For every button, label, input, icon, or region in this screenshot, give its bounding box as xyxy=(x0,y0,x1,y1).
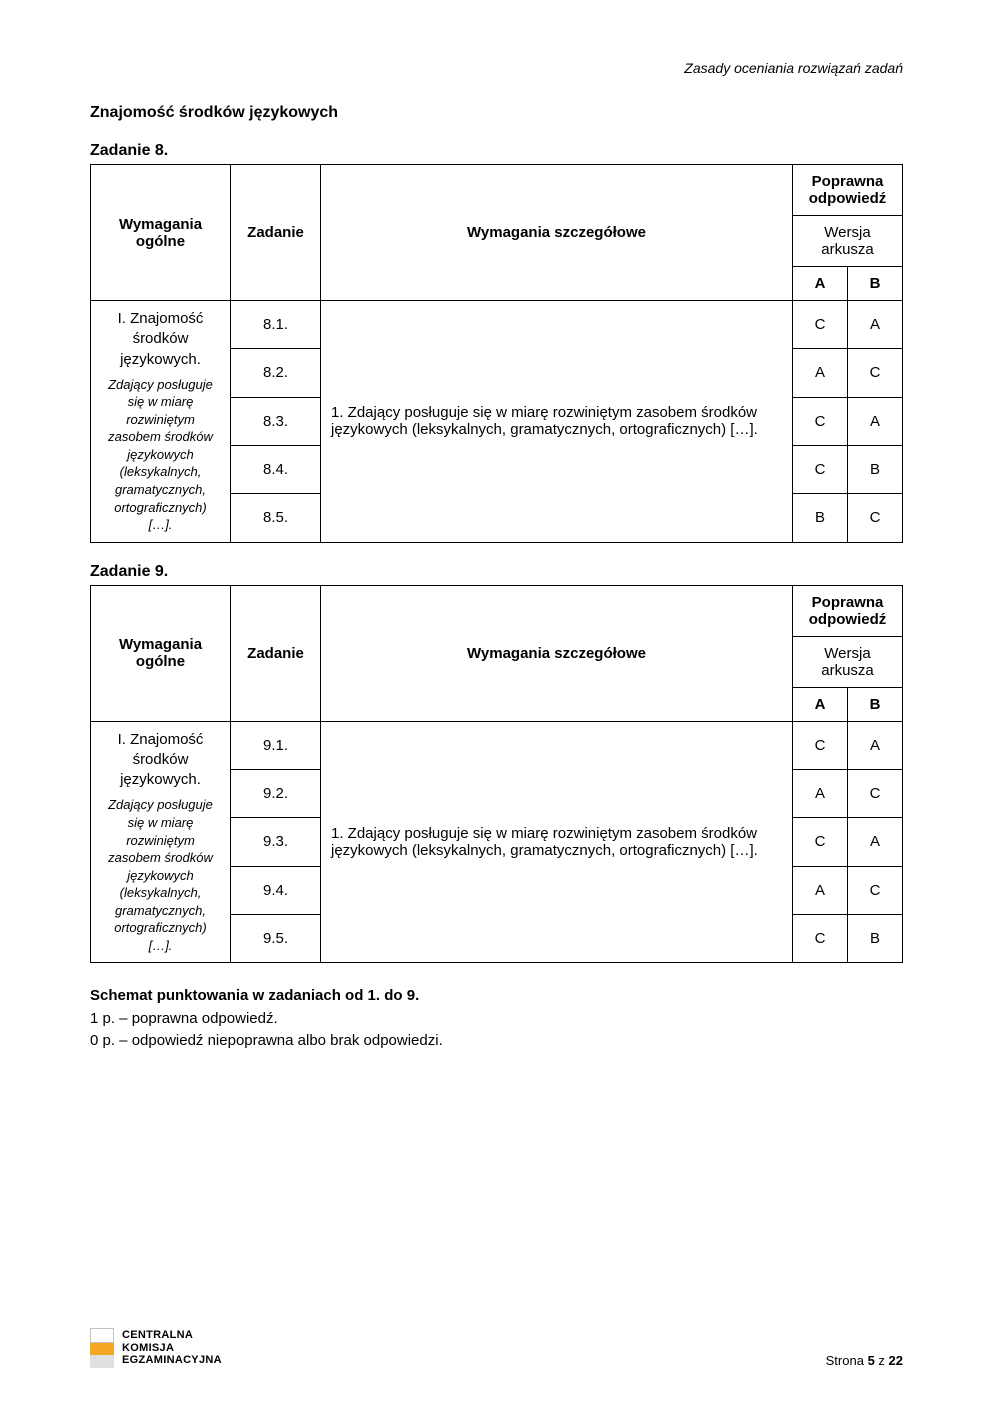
task9-szczegolowe: 1. Zdający posługuje się w miarę rozwini… xyxy=(321,721,793,963)
hdr-wymagania-szczegolowe: Wymagania szczegółowe xyxy=(321,585,793,721)
wymagania-main: I. Znajomość środków językowych. xyxy=(101,730,220,791)
hdr-zadanie: Zadanie xyxy=(231,165,321,301)
task8-ans-b: C xyxy=(848,494,903,542)
task8-szczegolowe: 1. Zdający posługuje się w miarę rozwini… xyxy=(321,301,793,543)
logo-line1: CENTRALNA xyxy=(122,1329,222,1342)
hdr-poprawna-odpowiedz: Poprawna odpowiedź xyxy=(793,165,903,216)
logo-text: CENTRALNA KOMISJA EGZAMINACYJNA xyxy=(122,1329,222,1367)
task9-row-num: 9.2. xyxy=(231,770,321,818)
page-mid: z xyxy=(875,1353,889,1368)
task9-title: Zadanie 9. xyxy=(90,563,903,581)
task9-row-num: 9.1. xyxy=(231,721,321,769)
task8-table: Wymagania ogólne Zadanie Wymagania szcze… xyxy=(90,164,903,543)
hdr-zadanie: Zadanie xyxy=(231,585,321,721)
hdr-col-a: A xyxy=(793,687,848,721)
page-total: 22 xyxy=(889,1353,903,1368)
logo-line3: EGZAMINACYJNA xyxy=(122,1354,222,1367)
task9-table: Wymagania ogólne Zadanie Wymagania szcze… xyxy=(90,585,903,964)
task8-ans-b: B xyxy=(848,445,903,493)
schema-title: Schemat punktowania w zadaniach od 1. do… xyxy=(90,985,903,1008)
logo-icon xyxy=(90,1328,114,1368)
task9-ans-a: C xyxy=(793,721,848,769)
task8-ans-a: B xyxy=(793,494,848,542)
task8-title: Zadanie 8. xyxy=(90,142,903,160)
wymagania-sub: Zdający posługuje się w miarę rozwinięty… xyxy=(101,376,220,534)
hdr-col-a: A xyxy=(793,267,848,301)
logo-line2: KOMISJA xyxy=(122,1342,222,1355)
footer: CENTRALNA KOMISJA EGZAMINACYJNA Strona 5… xyxy=(90,1328,903,1368)
section-title: Znajomość środków językowych xyxy=(90,104,903,122)
task9-ans-b: C xyxy=(848,770,903,818)
page-current: 5 xyxy=(868,1353,875,1368)
header-source: Zasady oceniania rozwiązań zadań xyxy=(90,60,903,76)
hdr-poprawna-odpowiedz: Poprawna odpowiedź xyxy=(793,585,903,636)
page: Zasady oceniania rozwiązań zadań Znajomo… xyxy=(0,0,993,1404)
hdr-wymagania-ogolne: Wymagania ogólne xyxy=(91,585,231,721)
task8-ans-a: A xyxy=(793,349,848,397)
task9-ans-b: A xyxy=(848,818,903,866)
hdr-col-b: B xyxy=(848,267,903,301)
task8-ans-b: A xyxy=(848,301,903,349)
task8-ans-a: C xyxy=(793,397,848,445)
page-number: Strona 5 z 22 xyxy=(826,1353,903,1368)
page-prefix: Strona xyxy=(826,1353,868,1368)
task8-row-num: 8.3. xyxy=(231,397,321,445)
task9-row-num: 9.3. xyxy=(231,818,321,866)
hdr-wymagania-szczegolowe: Wymagania szczegółowe xyxy=(321,165,793,301)
hdr-wersja-arkusza: Wersja arkusza xyxy=(793,636,903,687)
task9-ans-b: A xyxy=(848,721,903,769)
task9-ans-a: C xyxy=(793,818,848,866)
wymagania-sub: Zdający posługuje się w miarę rozwinięty… xyxy=(101,796,220,954)
task8-row-num: 8.2. xyxy=(231,349,321,397)
cke-logo: CENTRALNA KOMISJA EGZAMINACYJNA xyxy=(90,1328,222,1368)
task9-ans-b: C xyxy=(848,866,903,914)
task8-ans-a: C xyxy=(793,445,848,493)
scoring-schema: Schemat punktowania w zadaniach od 1. do… xyxy=(90,985,903,1053)
task8-ans-a: C xyxy=(793,301,848,349)
task9-row-num: 9.4. xyxy=(231,866,321,914)
task8-ans-b: C xyxy=(848,349,903,397)
task8-wymagania-cell: I. Znajomość środków językowych. Zdający… xyxy=(91,301,231,543)
wymagania-main: I. Znajomość środków językowych. xyxy=(101,309,220,370)
task9-ans-a: A xyxy=(793,770,848,818)
task9-ans-a: A xyxy=(793,866,848,914)
task8-row-num: 8.1. xyxy=(231,301,321,349)
task9-row-num: 9.5. xyxy=(231,914,321,962)
task8-row-num: 8.4. xyxy=(231,445,321,493)
hdr-wersja-arkusza: Wersja arkusza xyxy=(793,216,903,267)
hdr-wymagania-ogolne: Wymagania ogólne xyxy=(91,165,231,301)
hdr-col-b: B xyxy=(848,687,903,721)
task8-ans-b: A xyxy=(848,397,903,445)
task8-row-num: 8.5. xyxy=(231,494,321,542)
schema-line1: 1 p. – poprawna odpowiedź. xyxy=(90,1008,903,1031)
task9-wymagania-cell: I. Znajomość środków językowych. Zdający… xyxy=(91,721,231,963)
schema-line2: 0 p. – odpowiedź niepoprawna albo brak o… xyxy=(90,1030,903,1053)
task9-ans-b: B xyxy=(848,914,903,962)
task9-ans-a: C xyxy=(793,914,848,962)
